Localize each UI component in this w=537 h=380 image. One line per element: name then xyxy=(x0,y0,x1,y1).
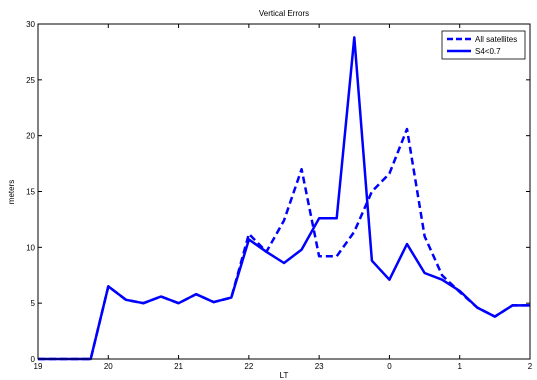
y-tick-label: 30 xyxy=(26,20,35,29)
y-tick-label: 0 xyxy=(31,355,36,364)
legend-label-s4: S4<0.7 xyxy=(475,47,501,56)
y-axis-label: meters xyxy=(7,180,16,204)
y-tick-label: 10 xyxy=(26,243,35,252)
y-tick-label: 20 xyxy=(26,132,35,141)
y-tick-label: 5 xyxy=(31,299,36,308)
series-line-s4 xyxy=(38,36,530,361)
x-tick-label: 22 xyxy=(244,362,253,371)
legend-box xyxy=(441,30,526,60)
x-tick-label: 23 xyxy=(315,362,324,371)
legend-label-all-satellites: All satellites xyxy=(475,35,517,44)
x-tick-label: 0 xyxy=(387,362,392,371)
plot-frame xyxy=(37,23,531,360)
x-tick-label: 19 xyxy=(34,362,43,371)
x-axis-label: LT xyxy=(280,371,289,380)
x-tick-label: 20 xyxy=(104,362,113,371)
x-tick-label: 2 xyxy=(528,362,533,371)
legend: All satellites S4<0.7 xyxy=(441,30,526,60)
y-tick-label: 15 xyxy=(26,188,35,197)
x-tick-label: 21 xyxy=(174,362,183,371)
x-axis: 19 20 21 22 23 0 1 2 xyxy=(34,24,533,371)
x-tick-label: 1 xyxy=(457,362,462,371)
y-tick-label: 25 xyxy=(26,76,35,85)
series-line-all-satellites xyxy=(38,127,530,361)
plot-area xyxy=(38,36,530,361)
chart-title: Vertical Errors xyxy=(259,9,309,18)
y-axis: 0 5 10 15 20 25 30 xyxy=(26,20,530,364)
